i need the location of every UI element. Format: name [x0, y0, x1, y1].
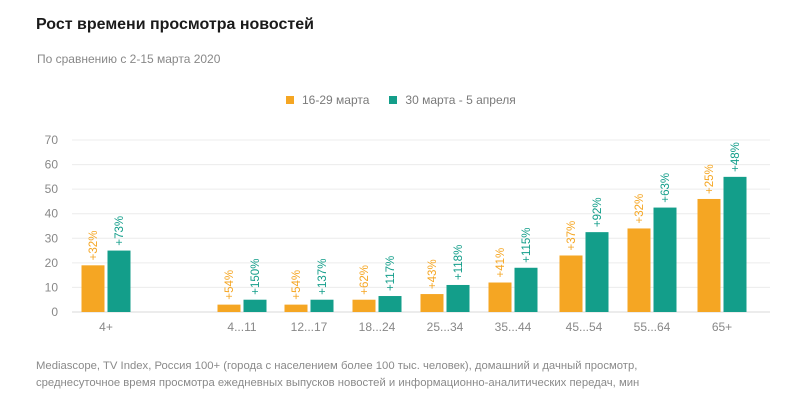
x-tick-label: 18...24 — [359, 320, 396, 334]
bar-series1 — [420, 294, 444, 312]
bar-series2 — [446, 284, 470, 312]
bar-series1 — [627, 228, 651, 312]
bar-series2 — [585, 232, 609, 312]
data-label: +137% — [317, 259, 329, 295]
bar-series2 — [653, 207, 677, 312]
data-label: +37% — [566, 221, 578, 251]
bar-series1 — [697, 198, 721, 312]
data-label: +63% — [660, 173, 672, 203]
data-label: +117% — [385, 256, 397, 291]
data-label: +32% — [634, 194, 646, 224]
data-label: +92% — [592, 197, 604, 227]
data-label: +41% — [495, 248, 507, 278]
y-tick-label: 50 — [45, 182, 59, 196]
bar-series1 — [284, 304, 308, 312]
data-label: +25% — [704, 164, 716, 194]
y-tick-label: 60 — [45, 158, 59, 172]
source-line-2: среднесуточное время просмотра ежедневны… — [36, 377, 640, 389]
data-label: +32% — [88, 231, 100, 261]
x-tick-label: 25...34 — [427, 320, 464, 334]
bar-series2 — [378, 296, 402, 312]
bar-series2 — [243, 299, 267, 312]
legend-item-series1: 16-29 марта — [286, 93, 369, 107]
legend-label-series1: 16-29 марта — [302, 93, 370, 107]
x-tick-label: 45...54 — [566, 320, 603, 334]
y-tick-label: 40 — [45, 207, 59, 221]
bar-series1 — [81, 265, 105, 312]
data-label: +118% — [453, 245, 465, 280]
legend-item-series2: 30 марта - 5 апреля — [389, 93, 516, 107]
legend: 16-29 марта 30 марта - 5 апреля — [286, 93, 536, 107]
source-line-1: Mediascope, TV Index, Россия 100+ (город… — [36, 360, 638, 372]
bar-series2 — [723, 176, 747, 312]
data-label: +73% — [114, 216, 126, 246]
source-note: Mediascope, TV Index, Россия 100+ (город… — [36, 358, 796, 392]
bar-series1 — [217, 304, 241, 312]
chart-title: Рост времени просмотра новостей — [36, 16, 314, 33]
bar-series1 — [488, 282, 512, 312]
x-tick-label: 35...44 — [495, 320, 532, 334]
data-label: +150% — [250, 259, 262, 295]
y-tick-label: 30 — [45, 231, 59, 245]
bar-series1 — [559, 255, 583, 312]
chart-subtitle: По сравнению с 2-15 марта 2020 — [37, 52, 221, 66]
bar-series2 — [514, 267, 538, 312]
x-tick-label: 65+ — [712, 320, 732, 334]
x-tick-label: 4+ — [99, 320, 113, 334]
data-label: +54% — [291, 270, 303, 300]
data-label: +43% — [427, 259, 439, 289]
data-label: +62% — [359, 265, 371, 295]
bar-series2 — [107, 250, 131, 312]
bar-chart: 0 10 20 30 40 50 60 70 +32% +73% 4+ +54% +150% 4...11… — [45, 133, 770, 334]
legend-label-series2: 30 марта - 5 апреля — [405, 93, 516, 107]
bar-series2 — [310, 299, 334, 312]
y-tick-label: 70 — [45, 133, 59, 147]
y-tick-label: 20 — [45, 256, 59, 270]
data-label: +115% — [521, 227, 533, 262]
legend-swatch-series2 — [389, 96, 398, 104]
legend-swatch-series1 — [286, 96, 294, 104]
y-tick-label: 10 — [45, 280, 59, 294]
x-tick-label: 55...64 — [634, 320, 671, 334]
x-tick-label: 12...17 — [291, 320, 328, 334]
y-tick-label: 0 — [51, 305, 58, 319]
data-label: +48% — [730, 142, 742, 172]
data-label: +54% — [224, 270, 236, 300]
x-tick-label: 4...11 — [227, 320, 256, 334]
bar-series1 — [352, 299, 376, 312]
